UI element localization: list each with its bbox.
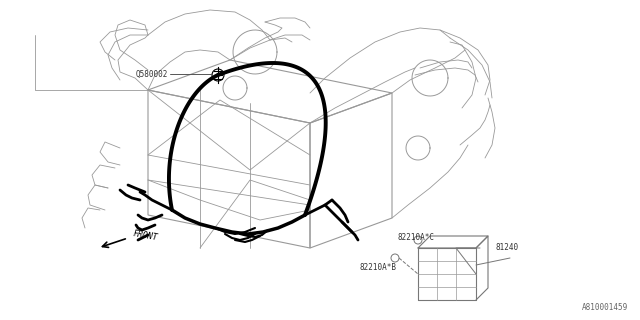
Text: 81240: 81240 — [495, 244, 518, 252]
Text: FRONT: FRONT — [132, 229, 158, 243]
Text: 82210A*B: 82210A*B — [360, 263, 397, 273]
Text: 82210A*C: 82210A*C — [398, 234, 435, 243]
Text: Q580002: Q580002 — [136, 69, 168, 78]
Text: A810001459: A810001459 — [582, 303, 628, 312]
